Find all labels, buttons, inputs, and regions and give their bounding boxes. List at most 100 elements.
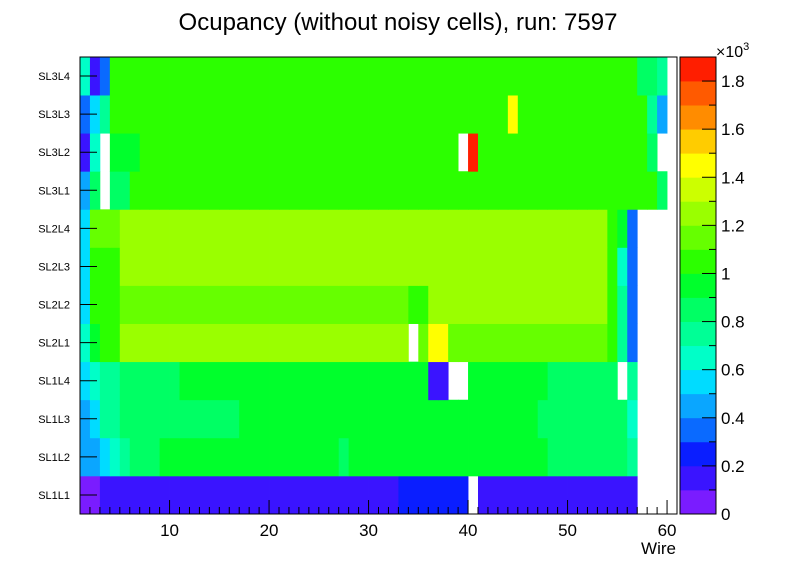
heatmap-cell <box>627 133 638 172</box>
heatmap-cell <box>597 475 608 515</box>
heatmap-cell <box>149 247 160 286</box>
colorbar-swatch <box>680 321 716 347</box>
heatmap-cell <box>408 475 419 515</box>
heatmap-cell <box>269 171 280 210</box>
heatmap-cell <box>487 285 499 324</box>
heatmap-cell <box>408 399 419 439</box>
heatmap-cell <box>348 209 359 248</box>
heatmap-cell <box>179 95 190 134</box>
heatmap-cell <box>209 323 220 363</box>
heatmap-cell <box>139 361 151 401</box>
heatmap-cell <box>448 209 459 248</box>
heatmap-cell <box>438 437 449 477</box>
heatmap-cell <box>487 209 499 248</box>
heatmap-cell <box>139 437 151 477</box>
heatmap-cell <box>159 57 170 96</box>
heatmap-cell <box>358 247 369 286</box>
heatmap-cell <box>338 399 350 439</box>
heatmap-cell <box>597 247 608 286</box>
heatmap-cell <box>468 133 479 172</box>
colorbar-tick-label: 1.8 <box>721 72 745 91</box>
heatmap-cell <box>418 399 429 439</box>
heatmap-cell <box>179 247 190 286</box>
heatmap-cell <box>398 209 409 248</box>
heatmap-cell <box>497 361 509 401</box>
heatmap-cell <box>408 133 419 172</box>
colorbar-swatch <box>680 249 716 274</box>
heatmap-cell <box>438 133 449 172</box>
heatmap-cell <box>318 95 330 134</box>
heatmap-cell <box>219 209 230 248</box>
colorbar-swatch <box>680 297 716 322</box>
heatmap-cell <box>617 285 628 324</box>
heatmap-cell <box>607 209 618 248</box>
heatmap-cell <box>338 57 350 96</box>
heatmap-cell <box>298 247 310 286</box>
colorbar-frame <box>679 56 717 515</box>
heatmap-cell <box>468 323 479 363</box>
heatmap-cell <box>269 323 280 363</box>
heatmap-cell <box>159 95 170 134</box>
heatmap-cell <box>199 399 210 439</box>
heatmap-cell <box>567 247 578 286</box>
heatmap-cell <box>438 323 449 363</box>
heatmap-cell <box>507 323 519 363</box>
heatmap-cell <box>567 361 578 401</box>
heatmap-cell <box>617 475 628 515</box>
heatmap-cell <box>129 171 141 210</box>
heatmap-cell <box>517 475 529 515</box>
heatmap-cell <box>229 399 240 439</box>
heatmap-cell <box>338 437 350 477</box>
heatmap-cell <box>527 399 539 439</box>
heatmap-cell <box>129 95 141 134</box>
heatmap-cell <box>567 437 578 477</box>
heatmap-cell <box>607 323 618 363</box>
heatmap-cell <box>527 475 539 515</box>
heatmap-cell <box>199 95 210 134</box>
heatmap-cell <box>239 437 250 477</box>
heatmap-cell <box>189 285 200 324</box>
heatmap-cell <box>219 95 230 134</box>
y-tick-label: SL2L3 <box>38 261 70 273</box>
heatmap-cell <box>308 475 320 515</box>
heatmap-cell <box>398 57 409 96</box>
x-axis: 10 20 30 40 50 60 <box>79 500 678 540</box>
heatmap-cell <box>567 323 578 363</box>
heatmap-cell <box>428 361 439 401</box>
heatmap-cell <box>517 323 529 363</box>
heatmap-cell <box>119 361 131 401</box>
heatmap-cell <box>129 247 141 286</box>
heatmap-cell <box>179 361 190 401</box>
heatmap-cell <box>279 361 290 401</box>
heatmap-cell <box>428 247 439 286</box>
heatmap-cell <box>219 171 230 210</box>
heatmap-cell <box>269 95 280 134</box>
heatmap-cell <box>338 133 350 172</box>
y-tick-label: SL3L1 <box>38 185 70 197</box>
heatmap-cell <box>159 285 170 324</box>
heatmap-cell <box>627 285 638 324</box>
colorbar-tick-label: 1.4 <box>721 168 745 187</box>
colorbar-swatch <box>680 465 716 491</box>
heatmap-cell <box>517 95 529 134</box>
heatmap-cell <box>567 399 578 439</box>
heatmap-cell <box>547 95 558 134</box>
heatmap-cell <box>487 95 499 134</box>
heatmap-cell <box>378 399 389 439</box>
heatmap-cell <box>219 133 230 172</box>
heatmap-cell <box>517 57 529 96</box>
y-tick-label: SL2L1 <box>38 338 70 350</box>
x-tick-label: 30 <box>359 521 378 540</box>
heatmap-cell <box>507 133 519 172</box>
heatmap-cell <box>627 247 638 286</box>
heatmap-cell <box>388 475 399 515</box>
heatmap-cell <box>209 95 220 134</box>
heatmap-cell <box>507 285 519 324</box>
heatmap-cell <box>577 285 588 324</box>
heatmap-cell <box>109 285 121 324</box>
heatmap-cell <box>288 399 300 439</box>
heatmap-cell <box>478 285 489 324</box>
heatmap-cell <box>109 133 121 172</box>
heatmap-cell <box>497 209 509 248</box>
heatmap-cell <box>139 133 151 172</box>
